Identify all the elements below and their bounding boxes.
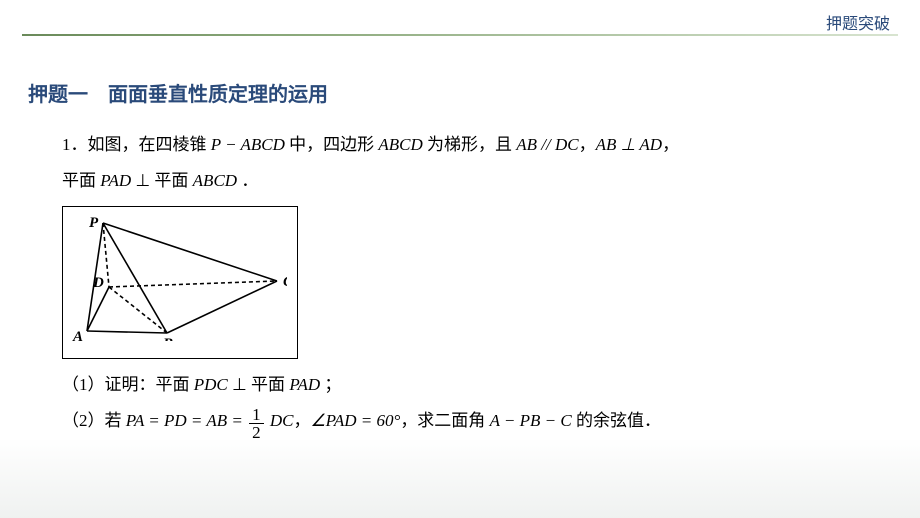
period: ．	[237, 171, 258, 190]
math-rel1: AB // DC	[516, 135, 578, 154]
problem-stem-line1: 1．如图，在四棱锥 P − ABCD 中，四边形 ABCD 为梯形，且 AB /…	[62, 127, 892, 163]
txt: ，求二面角	[400, 411, 489, 430]
svg-text:C: C	[283, 274, 287, 290]
math-eqlhs: PA = PD = AB =	[126, 411, 247, 430]
problem-stem-line2: 平面 PAD ⊥ 平面 ABCD ．	[62, 163, 892, 199]
txt: ⊥ 平面	[131, 171, 193, 190]
txt: 平面	[62, 171, 100, 190]
problem-1: 1．如图，在四棱锥 P − ABCD 中，四边形 ABCD 为梯形，且 AB /…	[28, 127, 892, 441]
geometry-figure: P A B C D	[62, 206, 298, 359]
divider-rule	[22, 34, 898, 36]
geometry-svg: P A B C D	[69, 213, 287, 341]
txt: 中，四边形	[285, 135, 379, 154]
content-area: 押题一 面面垂直性质定理的运用 1．如图，在四棱锥 P − ABCD 中，四边形…	[28, 78, 892, 441]
txt: 如图，在四棱锥	[88, 135, 211, 154]
question-2: （2）若 PA = PD = AB = 12 DC，∠PAD = 60°，求二面…	[62, 403, 892, 441]
txt: （1）证明：平面	[62, 375, 194, 394]
math-pdc: PDC	[194, 375, 228, 394]
math-rel2: AB ⊥ AD	[596, 135, 662, 154]
math-pyramid: P − ABCD	[211, 135, 285, 154]
frac-num: 1	[249, 406, 264, 424]
background-wash	[0, 438, 920, 518]
math-angle: ∠PAD = 60°	[310, 411, 400, 430]
svg-text:D: D	[92, 275, 104, 291]
txt: ⊥ 平面	[228, 375, 290, 394]
comma3: ，	[293, 411, 310, 430]
txt: （2）若	[62, 411, 126, 430]
txt: 为梯形，且	[423, 135, 517, 154]
math-quad: ABCD	[378, 135, 422, 154]
math-plane-abcd: ABCD	[193, 171, 237, 190]
comma: ，	[579, 135, 596, 154]
section-title: 押题一 面面垂直性质定理的运用	[28, 78, 892, 107]
question-1: （1）证明：平面 PDC ⊥ 平面 PAD ；	[62, 367, 892, 403]
math-fraction: 12	[249, 406, 264, 441]
math-plane-pad: PAD	[100, 171, 131, 190]
svg-text:A: A	[72, 329, 83, 341]
comma2: ，	[662, 135, 679, 154]
math-pad2: PAD	[289, 375, 320, 394]
problem-index: 1．	[62, 135, 88, 154]
math-dihedral: A − PB − C	[490, 411, 572, 430]
math-eqrhs: DC	[266, 411, 294, 430]
header-label: 押题突破	[826, 10, 890, 34]
svg-text:B: B	[162, 336, 173, 341]
txt: 的余弦值．	[572, 411, 661, 430]
frac-den: 2	[249, 424, 264, 441]
txt: ；	[320, 375, 341, 394]
svg-text:P: P	[89, 215, 99, 231]
